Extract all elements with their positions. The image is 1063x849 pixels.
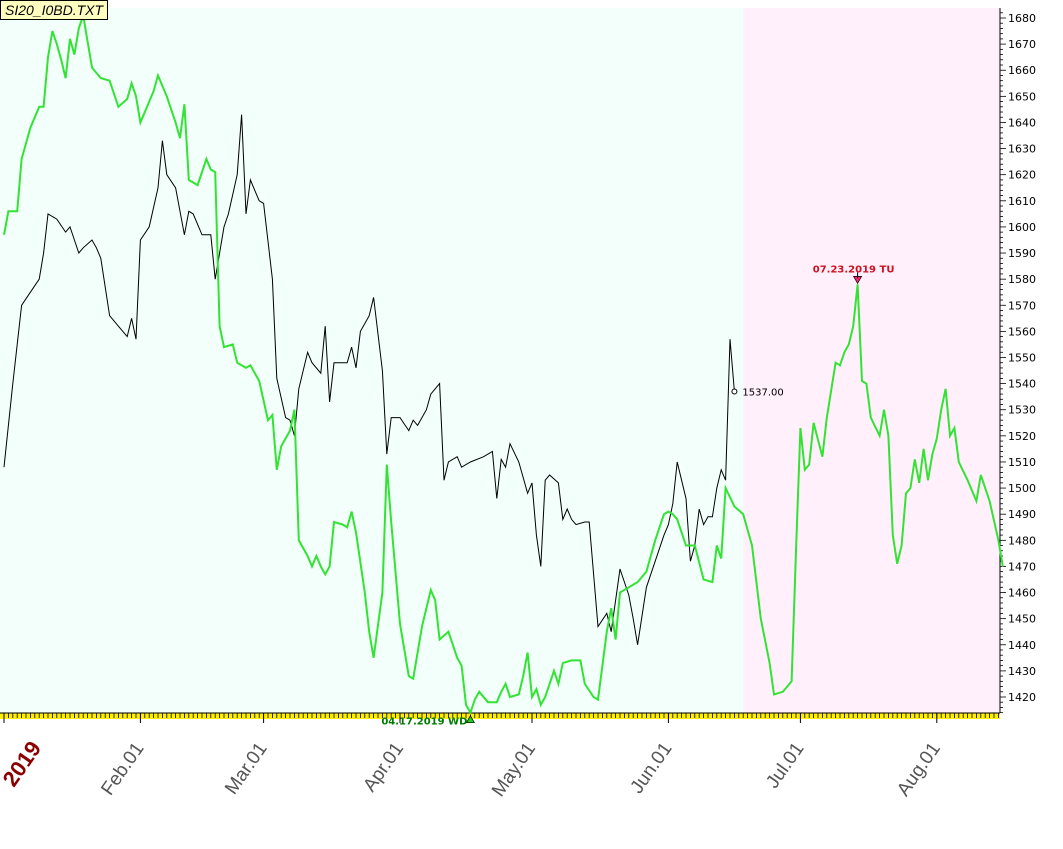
y-tick-label: 1520	[1008, 430, 1036, 443]
y-tick-label: 1530	[1008, 404, 1036, 417]
x-tick-label: Jul.01	[762, 739, 808, 793]
shaded-region	[743, 8, 1000, 713]
series-black-line	[3, 114, 735, 645]
y-tick-label: 1680	[1008, 12, 1036, 25]
chart-title: SI20_I0BD.TXT	[0, 0, 109, 20]
y-tick-label: 1640	[1008, 116, 1036, 129]
y-tick-label: 1460	[1008, 587, 1036, 600]
y-tick-label: 1500	[1008, 482, 1036, 495]
annotation-low-label: 04.17.2019 WD	[381, 717, 467, 728]
annotation-high-label: 07.23.2019 TU	[813, 264, 895, 275]
y-tick-label: 1430	[1008, 665, 1036, 678]
y-tick-label: 1660	[1008, 64, 1036, 77]
last-value-marker	[731, 388, 738, 395]
series-green-line	[3, 15, 1004, 716]
low-marker-icon	[465, 714, 476, 724]
y-tick-label: 1560	[1008, 325, 1036, 338]
y-tick-label: 1510	[1008, 456, 1036, 469]
year-label: 2019	[0, 737, 46, 791]
y-tick-label: 1540	[1008, 378, 1036, 391]
y-tick-label: 1420	[1008, 691, 1036, 704]
y-tick-label: 1650	[1008, 90, 1036, 103]
shaded-region	[0, 8, 744, 713]
x-axis-strip	[0, 713, 1000, 719]
y-tick-label: 1630	[1008, 143, 1036, 156]
y-tick-label: 1450	[1008, 613, 1036, 626]
y-tick-label: 1620	[1008, 169, 1036, 182]
y-tick-label: 1480	[1008, 534, 1036, 547]
y-tick-label: 1670	[1008, 38, 1036, 51]
series-layer	[3, 15, 1004, 716]
y-tick-label: 1470	[1008, 560, 1036, 573]
x-tick-label: Jun.01	[627, 739, 677, 798]
y-tick-label: 1440	[1008, 639, 1036, 652]
x-tick-label: Mar.01	[221, 739, 272, 799]
chart-shading	[0, 8, 1000, 713]
x-tick-label: Aug.01	[893, 739, 945, 800]
x-tick-label: May.01	[488, 739, 540, 801]
y-tick-label: 1490	[1008, 508, 1036, 521]
y-axis-ticks: 1420 1430 1440 1450 1460 1470 1480 1490 1500 1510…	[1008, 12, 1036, 704]
y-tick-label: 1580	[1008, 273, 1036, 286]
y-tick-label: 1610	[1008, 195, 1036, 208]
last-value-label: 1537.00	[742, 387, 783, 398]
y-tick-label: 1600	[1008, 221, 1036, 234]
y-tick-label: 1590	[1008, 247, 1036, 260]
x-tick-label: Feb.01	[97, 739, 148, 800]
y-tick-label: 1570	[1008, 299, 1036, 312]
x-tick-label: Apr.01	[359, 739, 408, 796]
x-axis-ticks: 2019 Feb.01 Mar.01 Apr.01 May.01 Jun.01 Jul.01…	[0, 713, 945, 801]
y-tick-label: 1550	[1008, 352, 1036, 365]
